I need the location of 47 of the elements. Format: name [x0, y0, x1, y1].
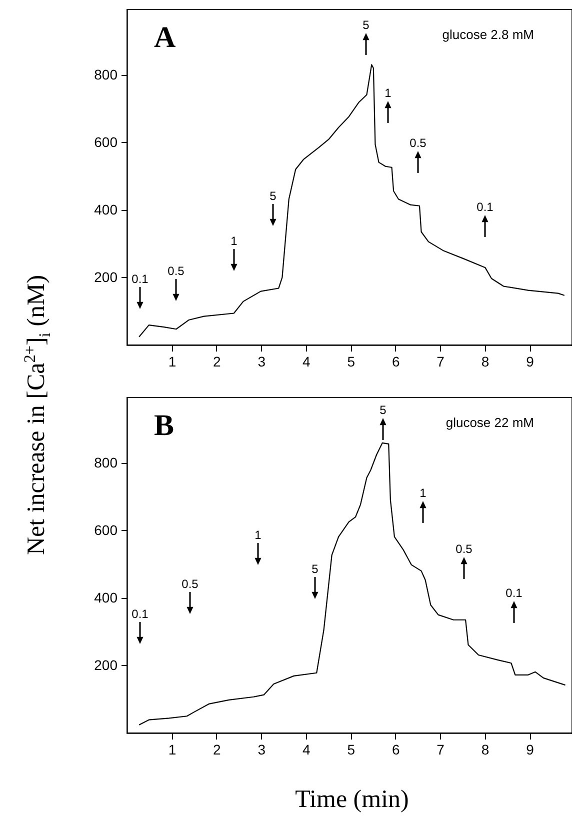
- y-tick-label: 200: [94, 656, 118, 673]
- annotation: 1: [420, 486, 427, 500]
- x-tick-label: 5: [347, 354, 356, 370]
- x-tick-label: 3: [258, 354, 266, 370]
- x-tick-label: 3: [258, 742, 266, 758]
- annotation: 0.5: [456, 542, 473, 556]
- x-tick-label: 8: [481, 742, 490, 758]
- x-tick-label: 1: [168, 354, 176, 370]
- x-tick-label: 2: [213, 354, 222, 370]
- y-tick-label: 600: [94, 134, 118, 150]
- text: glucose 22 mM: [446, 415, 534, 430]
- chart-title: B: [154, 409, 174, 442]
- x-tick-label: 9: [526, 742, 534, 758]
- y-tick-label: 800: [94, 454, 118, 470]
- x-tick-label: 5: [347, 742, 356, 758]
- annotation: 0.5: [182, 577, 199, 591]
- x-tick-label: 8: [481, 354, 490, 370]
- annotation: 0.1: [476, 200, 494, 214]
- y-tick-label: 800: [94, 66, 118, 82]
- y-tick-label: 400: [94, 201, 118, 218]
- annotation: 1: [254, 528, 262, 542]
- x-tick-label: 7: [436, 354, 445, 370]
- x-tick-label: 7: [436, 742, 445, 758]
- x-tick-label: 6: [392, 742, 400, 758]
- annotation: 0.5: [410, 136, 427, 150]
- text: glucose 2.8 mM: [442, 27, 534, 42]
- annotation: 0.5: [168, 264, 185, 278]
- annotation: 5: [380, 403, 387, 417]
- annotation: 1: [384, 86, 392, 100]
- x-tick-label: 2: [213, 742, 222, 758]
- annotation: 5: [362, 18, 370, 32]
- x-tick-label: 9: [526, 354, 534, 370]
- annotation: 0.1: [132, 272, 149, 286]
- annotation: 0.1: [506, 586, 523, 600]
- y-tick-label: 400: [94, 589, 118, 606]
- annotation: 5: [270, 189, 277, 203]
- x-tick-label: 1: [168, 742, 176, 758]
- x-axis-title: Time (min): [295, 786, 409, 814]
- annotation: 0.1: [132, 607, 149, 621]
- annotation: 5: [312, 562, 319, 576]
- x-tick-label: 4: [302, 742, 310, 758]
- y-tick-label: 600: [94, 522, 118, 538]
- annotation: 1: [230, 234, 238, 248]
- x-tick-label: 4: [302, 354, 310, 370]
- x-tick-label: 6: [392, 354, 400, 370]
- y-tick-label: 200: [94, 268, 118, 285]
- chart-title: A: [154, 21, 176, 54]
